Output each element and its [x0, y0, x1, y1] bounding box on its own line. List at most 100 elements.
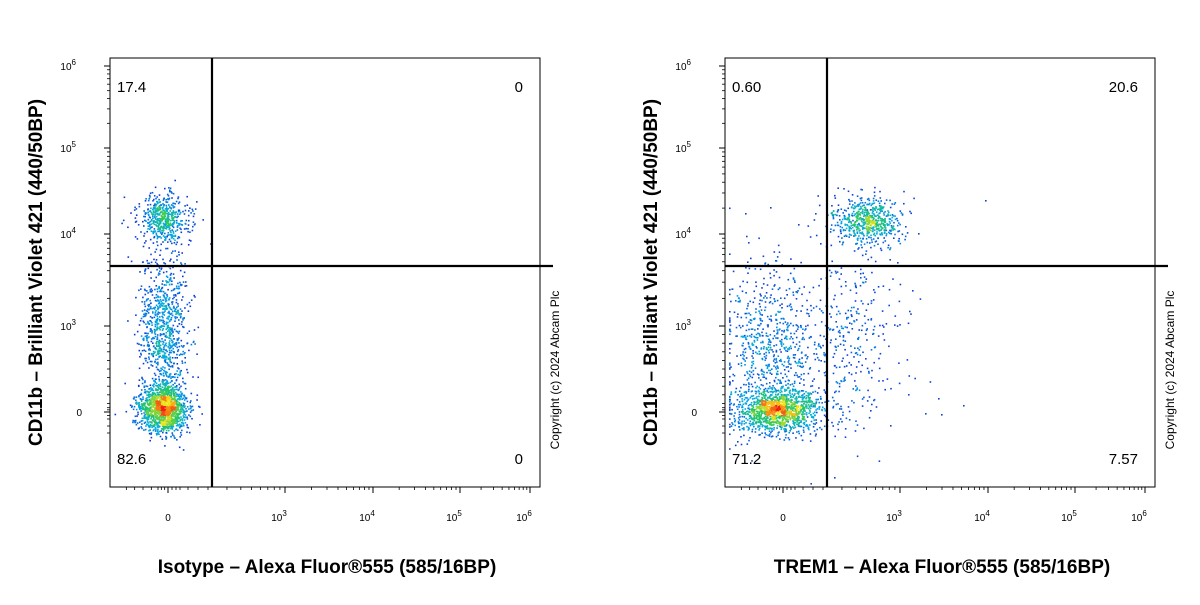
density-point: [759, 393, 761, 395]
density-point: [809, 406, 811, 408]
density-point: [776, 361, 778, 363]
density-point: [162, 351, 164, 353]
density-point: [135, 416, 137, 418]
density-point: [194, 213, 196, 215]
density-point: [139, 206, 141, 208]
density-point: [161, 320, 163, 322]
density-point: [749, 437, 751, 439]
density-point: [796, 298, 798, 300]
density-point: [183, 395, 185, 397]
density-point: [765, 434, 767, 436]
density-point: [809, 292, 811, 294]
density-point: [748, 391, 750, 393]
density-point: [155, 310, 157, 312]
density-point: [753, 374, 755, 376]
density-point: [793, 395, 795, 397]
density-point: [156, 216, 158, 218]
density-point: [183, 414, 185, 416]
density-point: [745, 384, 747, 386]
density-point: [737, 394, 739, 396]
density-point: [757, 426, 759, 428]
density-point: [773, 354, 775, 356]
density-point: [769, 344, 771, 346]
density-point: [170, 401, 172, 403]
density-point: [764, 418, 766, 420]
density-point: [134, 207, 136, 209]
density-point: [145, 400, 147, 402]
density-point: [154, 409, 156, 411]
density-point: [139, 368, 141, 370]
density-point: [171, 317, 173, 319]
density-point: [811, 310, 813, 312]
density-point: [765, 307, 767, 309]
density-point: [755, 428, 757, 430]
density-point: [757, 339, 759, 341]
density-point: [186, 431, 188, 433]
density-point: [766, 335, 768, 337]
density-point: [149, 300, 151, 302]
density-point: [157, 362, 159, 364]
density-point: [157, 245, 159, 247]
density-point: [173, 307, 175, 309]
density-point: [136, 396, 138, 398]
density-point: [751, 355, 753, 357]
density-point: [778, 355, 780, 357]
density-point: [769, 423, 771, 425]
density-point: [751, 334, 753, 336]
density-point: [124, 383, 126, 385]
density-point: [784, 439, 786, 441]
density-point: [144, 389, 146, 391]
density-point: [148, 346, 150, 348]
density-point: [776, 402, 778, 404]
density-point: [792, 292, 794, 294]
density-point: [140, 288, 142, 290]
density-point: [159, 223, 161, 225]
density-point: [162, 404, 164, 406]
density-point: [162, 309, 164, 311]
density-point: [788, 403, 790, 405]
density-point: [176, 222, 178, 224]
density-point: [729, 294, 731, 296]
density-point: [170, 347, 172, 349]
density-point: [168, 187, 170, 189]
density-point: [173, 413, 175, 415]
density-point: [814, 342, 816, 344]
density-point: [767, 388, 769, 390]
density-point: [790, 333, 792, 335]
density-point: [173, 222, 175, 224]
density-point: [176, 379, 178, 381]
density-point: [789, 426, 791, 428]
density-point: [746, 339, 748, 341]
density-point: [888, 224, 890, 226]
density-point: [162, 406, 164, 408]
density-point: [188, 414, 190, 416]
density-point: [174, 212, 176, 214]
density-point: [177, 401, 179, 403]
density-point: [776, 427, 778, 429]
density-point: [779, 287, 781, 289]
density-point: [175, 402, 177, 404]
density-point: [170, 428, 172, 430]
density-point: [785, 429, 787, 431]
density-point: [176, 285, 178, 287]
density-point: [815, 433, 817, 435]
density-point: [806, 358, 808, 360]
density-point: [795, 389, 797, 391]
density-point: [190, 306, 192, 308]
density-point: [179, 411, 181, 413]
density-point: [784, 338, 786, 340]
density-point: [183, 317, 185, 319]
density-point: [153, 221, 155, 223]
density-point: [190, 411, 192, 413]
density-point: [183, 425, 185, 427]
density-point: [771, 430, 773, 432]
density-point: [730, 394, 732, 396]
density-point: [807, 347, 809, 349]
density-point: [159, 431, 161, 433]
density-point: [147, 323, 149, 325]
density-point: [762, 328, 764, 330]
density-point: [164, 284, 166, 286]
density-point: [144, 301, 146, 303]
density-point: [151, 427, 153, 429]
density-point: [172, 384, 174, 386]
